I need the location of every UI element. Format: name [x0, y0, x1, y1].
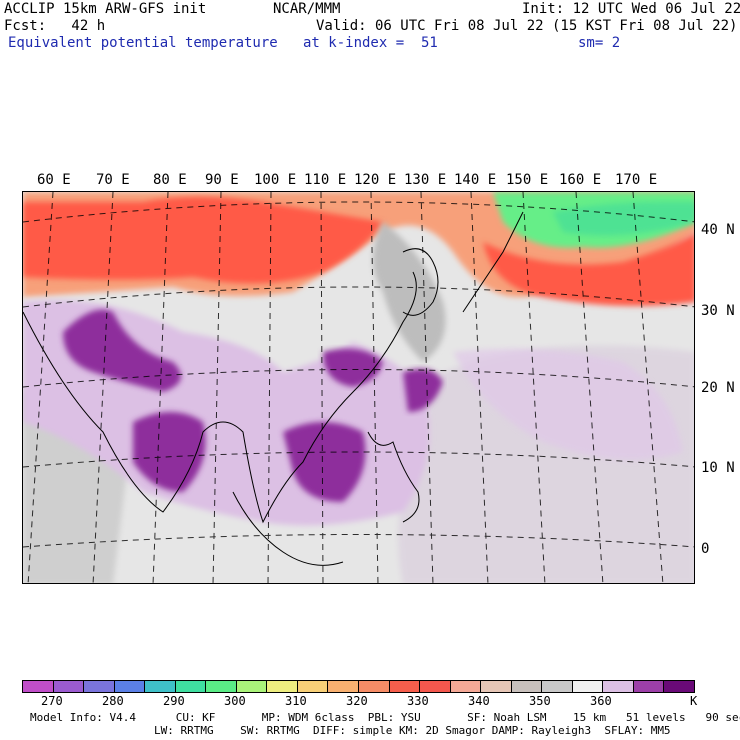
colorbar-segment	[145, 681, 176, 692]
red-band-east	[483, 233, 694, 306]
colorbar-segment	[603, 681, 634, 692]
lat-label: 30 N	[701, 303, 735, 319]
colorbar-segment	[206, 681, 237, 692]
colorbar-label: 330	[407, 694, 429, 708]
colorbar-label: 270	[41, 694, 63, 708]
lon-label: 90 E	[205, 172, 239, 188]
colorbar-segment	[297, 681, 329, 692]
gray-transition	[373, 222, 446, 362]
lon-label: 170 E	[615, 172, 658, 188]
cold-cyan-core	[553, 202, 694, 236]
india-north-core	[63, 309, 181, 392]
field-name: Equivalent potential temperature	[8, 35, 278, 51]
lon-label: 80 E	[153, 172, 187, 188]
lon-label: 70 E	[96, 172, 130, 188]
smoothing-label: sm= 2	[578, 35, 621, 51]
colorbar-segment	[542, 681, 573, 692]
lon-label: 140 E	[454, 172, 497, 188]
colorbar-label: 310	[285, 694, 307, 708]
lon-label: 130 E	[404, 172, 447, 188]
colorbar-segment	[511, 681, 543, 692]
china-core	[323, 348, 383, 387]
lon-label: 160 E	[559, 172, 602, 188]
colorbar-segment	[389, 681, 421, 692]
lon-label: 100 E	[254, 172, 297, 188]
lat-label: 0	[701, 541, 710, 557]
pacific-purple	[453, 348, 683, 460]
red-band-west	[23, 197, 383, 284]
k-index-label: at k-index = 51	[303, 35, 438, 51]
colorbar	[22, 680, 695, 693]
valid-time: Valid: 06 UTC Fri 08 Jul 22 (15 KST Fri …	[316, 18, 738, 34]
colorbar-label: 280	[102, 694, 124, 708]
colorbar-segment	[633, 681, 665, 692]
colorbar-label: 290	[163, 694, 185, 708]
colorbar-segment	[572, 681, 604, 692]
lat-label: 20 N	[701, 380, 735, 396]
taiwan-core	[403, 368, 443, 412]
colorbar-segment	[84, 681, 115, 692]
lon-label: 150 E	[506, 172, 549, 188]
colorbar-segment	[236, 681, 268, 692]
colorbar-label: 350	[529, 694, 551, 708]
coastlines	[23, 211, 524, 566]
colorbar-segment	[481, 681, 512, 692]
forecast-hour: Fcst: 42 h	[4, 18, 106, 34]
indochina-core	[283, 422, 366, 502]
colorbar-unit: K	[690, 694, 698, 708]
lon-label: 60 E	[37, 172, 71, 188]
colorbar-segment	[359, 681, 390, 692]
init-time: Init: 12 UTC Wed 06 Jul 22	[522, 1, 740, 17]
lat-label: 40 N	[701, 222, 735, 238]
colorbar-label: 320	[346, 694, 368, 708]
colorbar-label: 360	[590, 694, 612, 708]
colorbar-label: 340	[468, 694, 490, 708]
lon-label: 120 E	[354, 172, 397, 188]
colorbar-segment	[328, 681, 360, 692]
model-title: ACCLIP 15km ARW-GFS init	[4, 1, 207, 17]
colorbar-segment	[267, 681, 298, 692]
colorbar-segment	[114, 681, 146, 692]
colorbar-segment	[450, 681, 482, 692]
colorbar-segment	[53, 681, 85, 692]
model-info-line-1: Model Info: V4.4 CU: KF MP: WDM 6class P…	[30, 711, 740, 724]
map-panel	[22, 191, 695, 584]
bay-of-bengal-core	[133, 412, 206, 492]
colorbar-segment	[664, 681, 695, 692]
theta-e-field	[23, 192, 694, 583]
organization-label: NCAR/MMM	[273, 1, 341, 17]
colorbar-segment	[23, 681, 54, 692]
colorbar-label: 300	[224, 694, 246, 708]
colorbar-segment	[175, 681, 207, 692]
lon-label: 110 E	[304, 172, 347, 188]
colorbar-segment	[420, 681, 451, 692]
lat-label: 10 N	[701, 460, 735, 476]
model-info-line-2: LW: RRTMG SW: RRTMG DIFF: simple KM: 2D …	[154, 724, 671, 737]
